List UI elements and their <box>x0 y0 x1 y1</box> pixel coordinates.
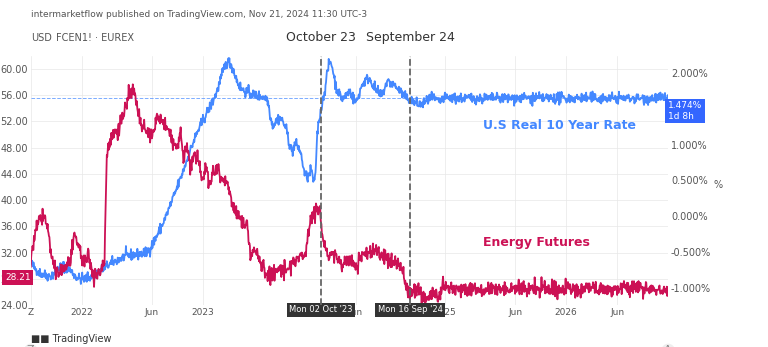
Y-axis label: %: % <box>713 180 723 191</box>
Text: ■■ TradingView: ■■ TradingView <box>31 333 111 344</box>
Text: A: A <box>664 345 672 347</box>
Text: 1.474%
1d 8h: 1.474% 1d 8h <box>668 101 703 121</box>
Text: Mon 16 Sep '24: Mon 16 Sep '24 <box>378 305 442 314</box>
Text: 28.21: 28.21 <box>5 273 31 282</box>
Text: U.S Real 10 Year Rate: U.S Real 10 Year Rate <box>483 119 637 132</box>
Text: USD: USD <box>31 33 51 43</box>
Text: FCEN1! · EUREX: FCEN1! · EUREX <box>56 33 134 43</box>
Text: Z: Z <box>27 345 35 347</box>
Text: September 24: September 24 <box>366 31 455 43</box>
Text: intermarketflow published on TradingView.com, Nov 21, 2024 11:30 UTC-3: intermarketflow published on TradingView… <box>31 10 367 19</box>
Text: Mon 02 Oct '23: Mon 02 Oct '23 <box>289 305 353 314</box>
Text: October 23: October 23 <box>286 31 356 43</box>
Text: Energy Futures: Energy Futures <box>483 236 590 249</box>
